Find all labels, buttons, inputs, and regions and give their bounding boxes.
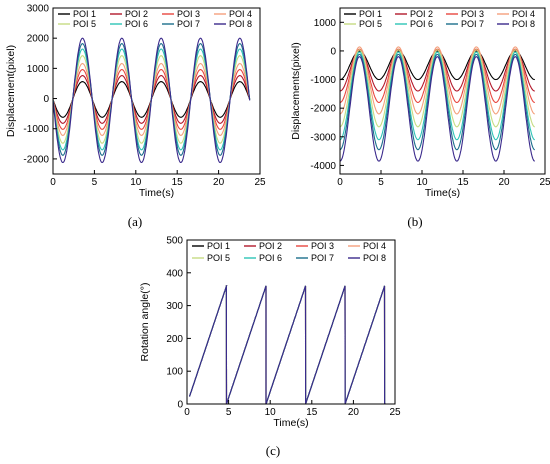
series-line-poi-4 xyxy=(188,285,386,405)
chart-panel-c: 0 5 10 15 20 25 0 100 200 300 400 500 Time(s) Rotatio… xyxy=(139,236,401,459)
panel-caption: (a) xyxy=(128,214,142,229)
x-tick-label: 0 xyxy=(50,177,56,188)
series-line-poi-5 xyxy=(188,285,386,405)
legend-label-poi-5: POI 5 xyxy=(207,253,230,263)
legend-label-poi-6: POI 6 xyxy=(410,19,433,29)
legend-label-poi-4: POI 4 xyxy=(229,9,252,19)
legend-label-poi-7: POI 7 xyxy=(461,19,484,29)
y-tick-label: 0 xyxy=(177,400,183,411)
x-tick-label: 25 xyxy=(254,177,266,188)
legend-label-poi-8: POI 8 xyxy=(229,19,252,29)
legend-label-poi-1: POI 1 xyxy=(73,9,96,19)
legend-label-poi-1: POI 1 xyxy=(359,9,382,19)
x-tick-label: 0 xyxy=(184,407,190,418)
y-tick-label: 300 xyxy=(166,301,183,312)
series-line-poi-8 xyxy=(52,37,251,164)
legend-label-poi-4: POI 4 xyxy=(512,9,535,19)
legend-label-poi-5: POI 5 xyxy=(73,19,96,29)
legend: POI 1 POI 2 POI 3 POI 4 POI 5 POI 6 POI 7 POI 8 xyxy=(344,9,535,29)
plot-frame xyxy=(52,7,261,175)
y-axis-label: Displacements(pixel) xyxy=(290,42,302,139)
legend: POI 1 POI 2 POI 3 POI 4 POI 5 POI 6 POI 7 POI 8 xyxy=(192,241,386,263)
legend-label-poi-5: POI 5 xyxy=(359,19,382,29)
series-line-poi-2 xyxy=(188,285,386,405)
y-tick-label: -3000 xyxy=(310,132,336,143)
x-tick-label: 20 xyxy=(213,177,225,188)
legend-label-poi-6: POI 6 xyxy=(259,253,282,263)
series-line-poi-6 xyxy=(339,51,535,141)
x-tick-label: 15 xyxy=(172,177,184,188)
x-tick-label: 10 xyxy=(265,407,277,418)
y-tick-label: -2000 xyxy=(23,154,49,165)
legend-label-poi-2: POI 2 xyxy=(125,9,148,19)
legend: POI 1 POI 2 POI 3 POI 4 POI 5 POI 6 POI 7 POI 8 xyxy=(58,9,252,29)
y-tick-label: 100 xyxy=(166,367,183,378)
panel-caption: (b) xyxy=(407,214,422,229)
x-tick-label: 25 xyxy=(539,177,550,188)
legend-label-poi-6: POI 6 xyxy=(125,19,148,29)
x-axis-label: Time(s) xyxy=(139,187,174,199)
y-tick-label: -4000 xyxy=(310,161,336,172)
x-tick-label: 15 xyxy=(457,177,469,188)
legend-label-poi-1: POI 1 xyxy=(207,241,230,251)
series-line-poi-5 xyxy=(339,49,535,128)
legend-label-poi-2: POI 2 xyxy=(259,241,282,251)
y-tick-label: 400 xyxy=(166,268,183,279)
series-line-poi-7 xyxy=(339,53,535,151)
legend-label-poi-3: POI 3 xyxy=(311,241,334,251)
x-tick-label: 0 xyxy=(337,177,343,188)
y-tick-label: 0 xyxy=(43,94,49,105)
x-tick-label: 25 xyxy=(389,407,401,418)
chart-panel-a: 0 5 10 15 20 25 -2000 -1000 0 1000 2000 3000 Time(s)… xyxy=(5,4,266,230)
x-axis-label: Time(s) xyxy=(273,417,308,429)
legend-label-poi-8: POI 8 xyxy=(363,253,386,263)
x-tick-label: 5 xyxy=(92,177,98,188)
series-line-poi-7 xyxy=(188,285,386,405)
y-tick-label: 3000 xyxy=(27,4,50,15)
x-tick-label: 20 xyxy=(498,177,510,188)
x-tick-label: 5 xyxy=(226,407,232,418)
series-line-poi-3 xyxy=(340,48,535,103)
plot-frame xyxy=(186,239,396,405)
x-tick-label: 10 xyxy=(130,177,142,188)
x-tick-label: 20 xyxy=(348,407,360,418)
y-tick-label: 500 xyxy=(166,236,183,247)
y-axis-label: Displacement(pixel) xyxy=(5,45,17,137)
legend-label-poi-3: POI 3 xyxy=(461,9,484,19)
y-tick-label: 200 xyxy=(166,334,183,345)
x-axis-label: Time(s) xyxy=(425,187,460,199)
panel-caption: (c) xyxy=(266,443,280,458)
series-line-poi-8 xyxy=(339,56,535,162)
y-tick-label: 2000 xyxy=(27,34,50,45)
legend-label-poi-7: POI 7 xyxy=(311,253,334,263)
x-tick-label: 10 xyxy=(416,177,428,188)
y-tick-label: -1000 xyxy=(310,75,336,86)
series-line-poi-1 xyxy=(188,285,386,405)
y-tick-label: -2000 xyxy=(310,104,336,115)
y-tick-label: 1000 xyxy=(314,18,337,29)
y-tick-label: 0 xyxy=(330,46,336,57)
y-axis-label: Rotation angle(°) xyxy=(139,283,151,362)
legend-label-poi-4: POI 4 xyxy=(363,241,386,251)
y-tick-label: -1000 xyxy=(23,124,49,135)
legend-label-poi-8: POI 8 xyxy=(512,19,535,29)
legend-label-poi-2: POI 2 xyxy=(410,9,433,19)
chart-panel-b: 0 5 10 15 20 25 -4000 -3000 -2000 -1000 0 1000 Time(… xyxy=(290,7,550,229)
x-tick-label: 5 xyxy=(378,177,384,188)
series-line-poi-2 xyxy=(340,49,535,92)
series-line-poi-6 xyxy=(188,285,386,405)
legend-label-poi-3: POI 3 xyxy=(177,9,200,19)
x-tick-label: 15 xyxy=(306,407,318,418)
series-line-poi-4 xyxy=(339,46,535,115)
legend-label-poi-7: POI 7 xyxy=(177,19,200,29)
y-tick-label: 1000 xyxy=(27,64,50,75)
plot-frame xyxy=(339,7,546,175)
series-line-poi-3 xyxy=(188,285,386,405)
series-line-poi-8 xyxy=(188,285,386,405)
